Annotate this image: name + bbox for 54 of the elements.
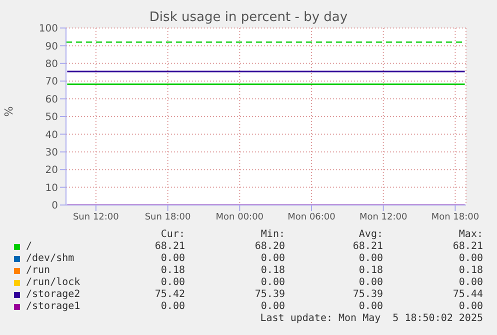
legend-label: /run/lock <box>26 277 80 288</box>
x-tick-label: Sun 18:00 <box>144 212 192 222</box>
text: 0.00 <box>160 253 185 264</box>
chart-title: Disk usage in percent - by day <box>148 10 349 25</box>
text: 0.00 <box>260 253 285 264</box>
text: 0.18 <box>358 265 383 276</box>
x-tick-label: Mon 06:00 <box>288 212 336 222</box>
text: 0.00 <box>458 253 483 264</box>
text: 0.00 <box>458 277 483 288</box>
text: 0.00 <box>160 277 185 288</box>
x-tick-label: Mon 00:00 <box>216 212 264 222</box>
text: Min: <box>260 229 285 240</box>
legend-label: /dev/shm <box>26 253 74 264</box>
y-tick-label: 100 <box>38 24 58 35</box>
text: 0.18 <box>160 265 185 276</box>
y-tick-label: 50 <box>45 112 58 124</box>
y-axis-title: % <box>2 106 16 117</box>
y-tick-label: 30 <box>45 147 58 158</box>
text: Avg: <box>358 229 383 240</box>
y-tick-label: 10 <box>45 182 58 194</box>
legend-label: /storage2 <box>26 289 80 300</box>
y-tick-label: 0 <box>52 200 58 212</box>
y-tick-label: 60 <box>45 94 58 106</box>
text: 68.21 <box>452 241 483 252</box>
text: Last update: Mon May 5 18:50:02 2025 <box>260 313 483 324</box>
y-tick-label: 40 <box>45 130 58 141</box>
text: Cur: <box>160 229 185 240</box>
text: 0.00 <box>358 253 383 264</box>
text: 75.39 <box>254 289 285 300</box>
text: 75.39 <box>352 289 383 300</box>
legend-label: /run <box>26 265 50 276</box>
text: 0.00 <box>358 301 383 312</box>
text: 0.18 <box>260 265 285 276</box>
text: 0.00 <box>260 277 285 288</box>
text: 75.42 <box>154 289 185 300</box>
text: 75.44 <box>452 289 483 300</box>
y-tick-label: 80 <box>45 58 58 70</box>
text: 0.00 <box>458 301 483 312</box>
x-tick-label: Sun 12:00 <box>72 212 120 222</box>
x-tick-label: Mon 12:00 <box>359 212 408 222</box>
text: 0.18 <box>458 265 483 276</box>
legend-label: /storage1 <box>26 301 80 312</box>
text: 68.21 <box>154 241 185 252</box>
text: 68.20 <box>254 241 285 252</box>
text: 0.00 <box>358 277 383 288</box>
y-tick-label: 20 <box>45 165 58 176</box>
text: 68.21 <box>352 241 383 252</box>
text: 0.00 <box>160 301 185 312</box>
text: 0.00 <box>260 301 285 312</box>
y-tick-label: 90 <box>45 41 58 52</box>
x-tick-label: Mon 18:00 <box>431 212 480 222</box>
text: Max: <box>458 229 483 240</box>
y-tick-label: 70 <box>45 76 58 88</box>
legend-label: / <box>26 241 32 252</box>
